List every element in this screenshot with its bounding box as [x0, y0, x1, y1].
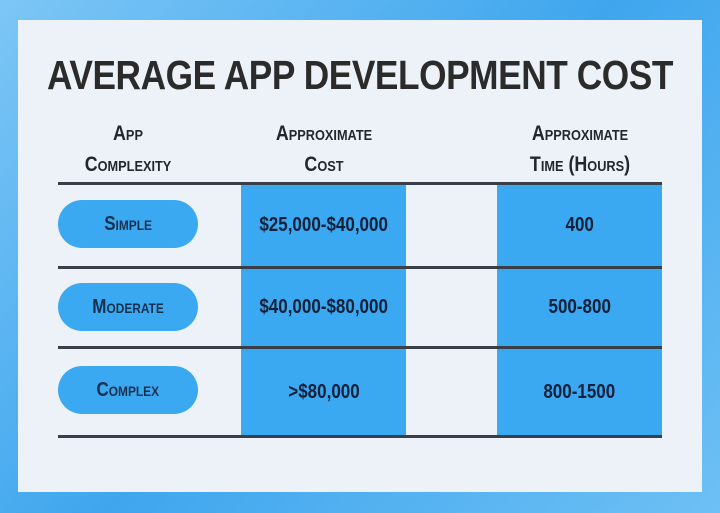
cost-column-band: [241, 183, 406, 436]
title-container: AVERAGE APP DEVELOPMENT COST: [0, 50, 720, 100]
time-cell: 500-800: [497, 269, 662, 346]
cost-value: $25,000-$40,000: [259, 214, 388, 236]
page-title: AVERAGE APP DEVELOPMENT COST: [47, 51, 673, 98]
time-value: 400: [565, 214, 594, 236]
divider: [58, 435, 662, 438]
complexity-pill-complex: Complex: [58, 366, 198, 414]
header-line: Approximate: [275, 122, 373, 145]
header-line: Approximate: [531, 122, 629, 145]
time-cell: 400: [497, 185, 662, 266]
cost-value: $40,000-$80,000: [259, 296, 388, 318]
complexity-pill-simple: Simple: [58, 200, 198, 248]
time-value: 800-1500: [543, 380, 616, 403]
header-line: Complexity: [84, 153, 172, 176]
cost-cell: >$80,000: [241, 349, 406, 435]
header-cost: Approximate Cost: [239, 118, 409, 180]
cost-cell: $25,000-$40,000: [241, 185, 406, 266]
header-line: Cost: [304, 153, 344, 176]
header-line: App: [113, 122, 143, 145]
time-value: 500-800: [548, 296, 611, 318]
cost-value: >$80,000: [287, 380, 360, 403]
complexity-label: Complex: [96, 378, 160, 401]
cost-cell: $40,000-$80,000: [241, 269, 406, 346]
time-column-band: [497, 183, 662, 436]
header-time: Approximate Time (Hours): [487, 118, 674, 180]
header-complexity: App Complexity: [69, 118, 188, 180]
complexity-label: Simple: [104, 212, 152, 235]
divider: [58, 182, 662, 185]
complexity-label: Moderate: [92, 295, 164, 318]
header-line: Time (Hours): [529, 153, 631, 176]
time-cell: 800-1500: [497, 349, 662, 435]
complexity-pill-moderate: Moderate: [58, 283, 198, 331]
divider: [58, 266, 662, 269]
divider: [58, 346, 662, 349]
